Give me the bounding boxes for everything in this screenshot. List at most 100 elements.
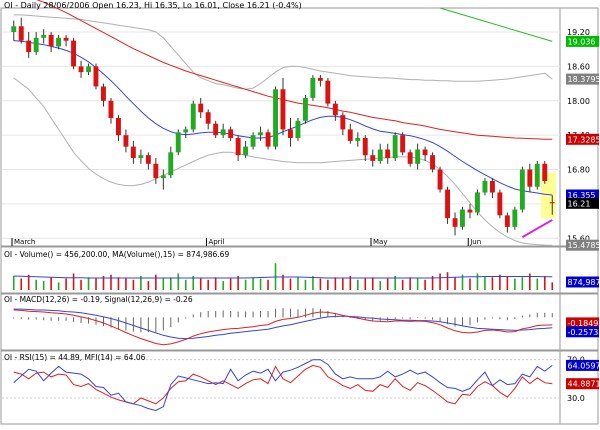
candle-down <box>363 138 368 155</box>
candle-down <box>94 66 99 86</box>
candle-down <box>333 104 338 116</box>
candle-up <box>273 89 278 146</box>
price-value-tag: 15.4785 <box>566 240 600 251</box>
candle-down <box>266 132 271 146</box>
candle-up <box>168 152 173 175</box>
candle-down <box>468 210 473 213</box>
candle-down <box>438 170 443 190</box>
candle-down <box>340 115 345 129</box>
candle-up <box>86 66 91 72</box>
candle-down <box>325 81 330 104</box>
candle-down <box>71 41 76 67</box>
price-tick-label: 16.80 <box>567 166 590 175</box>
candle-down <box>131 147 136 159</box>
signal-value-tag-label: -0.25734 <box>568 328 600 337</box>
candle-up <box>393 135 398 158</box>
price-value-tag: 17.3285 <box>566 134 600 145</box>
candle-up <box>520 170 525 210</box>
rsi-tick-label: 30.0 <box>567 394 585 403</box>
candle-down <box>527 170 532 187</box>
candle-down <box>423 150 428 156</box>
candle-up <box>296 121 301 138</box>
candle-down <box>370 155 375 161</box>
candle-down <box>542 164 547 181</box>
price-tick-label: 18.60 <box>567 62 590 71</box>
candle-up <box>310 78 315 98</box>
candle-down <box>430 155 435 169</box>
candle-up <box>183 129 188 132</box>
candle-up <box>251 135 256 147</box>
candle-up <box>512 210 517 227</box>
candle-down <box>124 135 129 147</box>
candle-up <box>138 155 143 158</box>
candle-up <box>303 98 308 121</box>
candle-up <box>11 26 16 32</box>
mfi-value-tag-label: 64.0597 <box>568 361 600 370</box>
candle-up <box>176 132 181 152</box>
candle-down <box>206 112 211 124</box>
candle-down <box>228 129 233 138</box>
candle-up <box>56 38 61 47</box>
candle-up <box>243 147 248 156</box>
candle-down <box>550 202 555 203</box>
candle-down <box>198 104 203 113</box>
price-value-tag-label: 19.036 <box>568 37 596 46</box>
candle-up <box>475 192 480 212</box>
candle-down <box>400 135 405 152</box>
candle-down <box>213 124 218 136</box>
price-value-tag-label: 15.4785 <box>568 241 600 250</box>
price-tick-label: 19.20 <box>567 28 590 37</box>
candle-down <box>445 190 450 219</box>
candle-down <box>49 35 54 47</box>
candle-down <box>281 89 286 129</box>
signal-value-tag: -0.25734 <box>566 326 600 337</box>
candle-down <box>153 164 158 178</box>
price-value-tag-label: 17.3285 <box>568 135 600 144</box>
candle-down <box>490 181 495 193</box>
candle-down <box>236 138 241 155</box>
candle-down <box>497 192 502 215</box>
rsi-value-tag-label: 44.8871 <box>568 380 600 389</box>
candle-up <box>34 38 39 52</box>
candle-down <box>453 218 458 227</box>
price-value-tag-label: 18.3795 <box>568 75 600 84</box>
candle-up <box>221 129 226 135</box>
price-value-tag: 18.3795 <box>566 74 600 85</box>
candle-up <box>41 35 46 38</box>
month-label: April <box>208 238 224 246</box>
price-value-tag: 16.21 <box>566 198 599 209</box>
volume-header: OI - Volume() = 456,200.00, MA(Volume(),… <box>4 250 229 259</box>
candle-up <box>483 181 488 193</box>
chart-header: OI - Daily 28/06/2006 Open 16.23, Hi 16.… <box>4 1 302 10</box>
candle-up <box>258 132 263 135</box>
volume-value-tag: 874,987 <box>566 277 600 288</box>
candle-up <box>415 150 420 164</box>
candle-up <box>535 164 540 187</box>
month-label: March <box>14 238 35 246</box>
price-value-tag: 19.036 <box>566 36 599 47</box>
candle-up <box>378 150 383 162</box>
candle-up <box>460 210 465 227</box>
candle-down <box>348 129 353 141</box>
candle-down <box>64 38 69 41</box>
candle-up <box>355 138 360 141</box>
candle-down <box>109 101 114 118</box>
candle-down <box>101 87 106 101</box>
rsi-header: OI - RSI(15) = 44.89, MFI(14) = 64.06 <box>4 353 146 362</box>
rsi-value-tag: 44.8871 <box>566 378 600 389</box>
candle-down <box>116 118 121 135</box>
price-value-tag-label: 16.21 <box>568 199 591 208</box>
mfi-value-tag: 64.0597 <box>566 360 600 371</box>
candle-down <box>19 26 24 40</box>
candle-up <box>191 104 196 130</box>
candle-up <box>161 175 166 178</box>
month-label: May <box>373 238 387 246</box>
candle-down <box>26 41 31 53</box>
volume-value-tag-label: 874,987 <box>568 278 600 287</box>
month-label: Jun <box>469 238 481 246</box>
macd-header: OI - MACD(12,26) = -0.19, Signal(12,26,9… <box>4 295 193 304</box>
candle-down <box>318 78 323 81</box>
candle-down <box>146 155 151 164</box>
